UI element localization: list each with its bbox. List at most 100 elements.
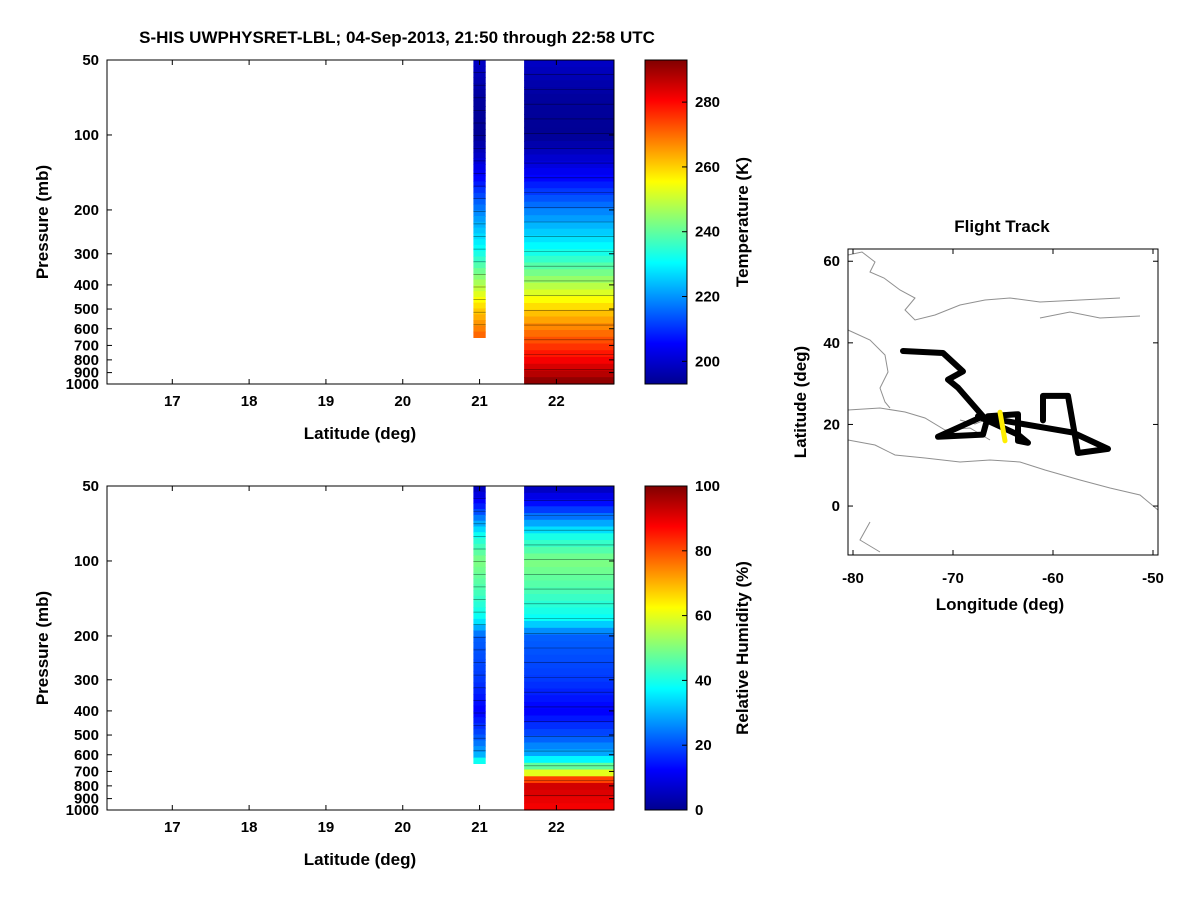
field-cell [473,624,486,632]
colorbar-tick-label: 200 [695,353,720,370]
coastline-south-america [847,439,1159,511]
field-cell [473,268,486,275]
x-tick-label: -50 [1142,570,1164,587]
field-cell [473,302,486,310]
field-cell [473,204,486,211]
field-cell [524,762,614,771]
field-cell [524,201,614,210]
field-cell [524,350,614,358]
field-cell [524,776,614,784]
temperature-panel: 17 18 19 20 21 22 50 100 200 300 400 500 6007008009… [33,52,752,443]
x-tick-label: 21 [471,819,488,836]
field-cell [524,513,614,521]
field-cell [524,546,614,555]
field-cell [524,222,614,230]
field-cell [473,705,486,712]
field-cell [524,675,614,683]
y-tick-label: 400 [74,703,99,720]
field-cell [473,497,486,504]
field-cell [524,87,614,95]
field-cell [473,192,486,200]
coastline-caribbean [847,407,991,441]
field-cell [473,129,486,136]
y-tick-label: 0 [832,498,840,515]
field-cell [524,715,614,723]
field-cell [473,175,486,182]
field-cell [473,106,486,113]
field-cell [524,343,614,351]
field-cell [473,146,486,154]
field-cell [473,543,486,551]
field-cell [473,717,486,724]
field-cell [473,216,486,223]
field-cell [473,555,486,562]
temperature-colorbar [644,59,688,385]
y-tick-label: 200 [74,202,99,219]
field-cell [473,647,486,655]
field-cell [473,320,486,327]
field-cell [473,532,486,539]
x-tick-label: 17 [164,393,181,410]
temperature-y-label: Pressure (mb) [33,165,52,279]
field-cell [524,587,614,595]
field-cell [524,228,614,237]
field-cell [473,636,486,643]
field-cell [524,486,614,494]
field-cell [473,325,486,333]
field-cell [473,227,486,234]
field-cell [524,323,614,331]
y-tick-label: 50 [82,52,99,69]
field-cell [473,526,486,533]
y-tick-label: 400 [74,277,99,294]
x-tick-label: -60 [1042,570,1064,587]
x-tick-label: 20 [394,819,411,836]
field-cell [473,140,486,148]
field-cell [473,65,486,73]
field-cell [524,560,614,568]
field-cell [473,503,486,510]
humidity-x-label: Latitude (deg) [304,850,416,869]
field-cell [473,665,486,672]
field-cell [473,169,486,177]
field-cell [473,244,486,252]
field-cell [524,580,614,588]
field-cell [524,174,614,183]
field-cell [524,269,614,277]
y-tick-label: 700 [74,763,99,780]
colorbar-tick-label: 0 [695,802,703,819]
colorbar-tick-label: 80 [695,543,712,560]
y-tick-label: 500 [74,301,99,318]
colorbar-tick-label: 240 [695,224,720,241]
field-cell [524,803,614,811]
flight-track-x-ticks: -80 -70 -60 -50 [842,249,1164,587]
field-cell [524,141,614,149]
field-cell [473,751,486,759]
field-cell [524,627,614,636]
field-cell [524,783,614,791]
field-cell [524,722,614,730]
field-cell [524,249,614,257]
coastline-us-east [847,329,891,409]
colorbar-tick-label: 280 [695,94,720,111]
field-cell [524,614,614,622]
field-cell [473,308,486,315]
field-cell [524,309,614,318]
field-cell [473,88,486,96]
field-cell [524,147,614,156]
field-cell [524,641,614,649]
colorbar-tick-label: 20 [695,737,712,754]
colorbar-tick-label: 100 [695,478,720,495]
field-cell [524,154,614,162]
field-cell [473,256,486,263]
field-cell [524,161,614,169]
field-cell [473,285,486,292]
field-cell [473,314,486,321]
flight-track-line [900,348,1111,456]
field-cell [473,198,486,206]
field-cell [524,114,614,122]
humidity-colorbar [644,485,688,811]
field-cell [524,357,614,365]
field-cell [473,77,486,84]
field-cell [473,566,486,574]
humidity-colorbar-label: Relative Humidity (%) [733,561,752,735]
